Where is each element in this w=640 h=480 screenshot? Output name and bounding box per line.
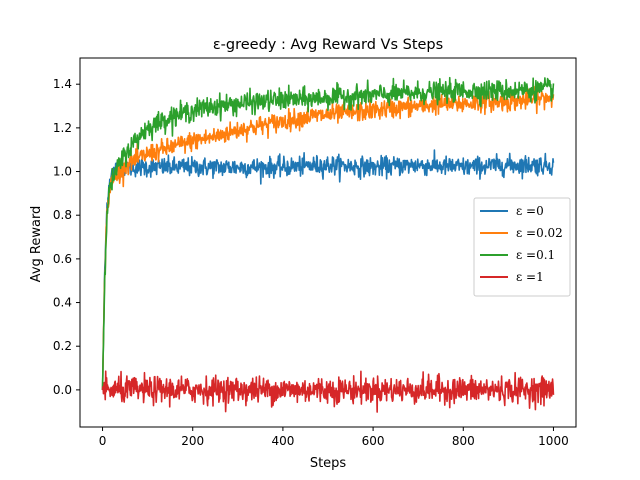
x-tick-label: 0 <box>99 434 107 448</box>
y-tick-label: 0.6 <box>53 252 72 266</box>
series-line-3 <box>101 370 555 413</box>
series-line-0 <box>101 149 555 390</box>
series-line-1 <box>101 85 555 390</box>
x-axis-label: Steps <box>310 456 347 471</box>
y-axis-label: Avg Reward <box>29 206 44 283</box>
y-tick-label: 0.4 <box>53 296 72 310</box>
y-tick-label: 1.4 <box>53 77 72 91</box>
x-tick-label: 600 <box>362 434 385 448</box>
y-tick-label: 1.2 <box>53 121 72 135</box>
series-line-2 <box>101 76 555 390</box>
x-tick-label: 200 <box>181 434 204 448</box>
legend-label: ε =0 <box>516 204 544 218</box>
legend-label: ε =0.1 <box>516 248 555 262</box>
x-tick-label: 1000 <box>538 434 569 448</box>
legend-box <box>473 197 571 297</box>
y-tick-label: 0.0 <box>53 383 72 397</box>
legend-label: ε =0.02 <box>516 226 563 240</box>
legend-label: ε =1 <box>516 270 544 284</box>
x-tick-label: 800 <box>452 434 475 448</box>
y-tick-label: 1.0 <box>53 165 72 179</box>
chart-title: ε-greedy : Avg Reward Vs Steps <box>213 37 443 53</box>
x-tick-label: 400 <box>271 434 294 448</box>
legend: ε =0 ε =0.02 ε =0.1 ε =1 <box>473 197 571 297</box>
axes-frame <box>79 57 577 428</box>
y-tick-label: 0.2 <box>53 339 72 353</box>
plot-area: 0 200 400 600 800 1000 0.0 0.2 0.4 0.6 0.8 1.0 1.2 1.… <box>53 57 577 448</box>
y-tick-label: 0.8 <box>53 208 72 222</box>
